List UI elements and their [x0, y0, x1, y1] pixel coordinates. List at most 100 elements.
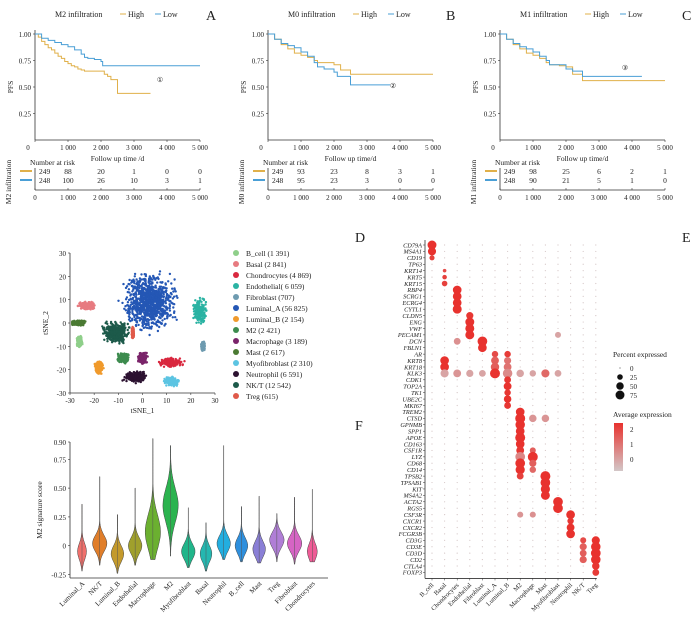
- tsne-point: [159, 309, 162, 312]
- y-tick-label: 0: [63, 320, 67, 328]
- risk-x-tick-label: 4 000: [159, 194, 175, 202]
- dot-background: [481, 533, 483, 535]
- tsne-point: [119, 360, 122, 363]
- dot-background: [507, 437, 509, 439]
- tsne-point: [156, 309, 159, 312]
- dot-background: [557, 565, 559, 567]
- dot-background: [595, 494, 597, 496]
- tsne-point: [119, 338, 122, 342]
- dot-background: [595, 315, 597, 317]
- tsne-point: [101, 325, 104, 328]
- tsne-point: [151, 292, 154, 295]
- dot-background: [431, 437, 433, 439]
- tsne-point: [128, 278, 131, 282]
- tsne-point: [168, 295, 171, 298]
- gene-label: ENG: [408, 319, 422, 326]
- tsne-point: [150, 302, 154, 305]
- dot-background: [582, 469, 584, 471]
- dot-background: [469, 514, 471, 516]
- dot-background: [507, 282, 509, 285]
- tsne-point: [102, 367, 105, 370]
- tsne-point: [164, 311, 167, 315]
- dot-background: [431, 552, 433, 554]
- dot-background: [544, 539, 547, 541]
- tsne-point: [198, 315, 202, 318]
- dot-background: [532, 533, 534, 535]
- dot-background: [582, 475, 584, 477]
- dot-background: [582, 263, 584, 265]
- dot-background: [582, 315, 584, 317]
- color-legend-tick: 1: [630, 441, 634, 449]
- dot-background: [444, 308, 446, 310]
- dot-background: [507, 321, 509, 323]
- tsne-point: [151, 317, 154, 321]
- dot-background: [595, 443, 597, 445]
- legend-label: Luminal_A (56 825): [246, 304, 308, 313]
- tsne-point: [144, 300, 148, 304]
- tsne-point: [119, 325, 122, 328]
- tsne-point: [145, 320, 148, 323]
- tsne-point: [170, 379, 173, 383]
- dot-rbp4-chondrocytes: [452, 285, 462, 295]
- dot-background: [469, 558, 471, 561]
- dot-klk3-endothelial: [466, 369, 474, 377]
- tsne-point: [129, 376, 133, 380]
- dot-background: [582, 533, 584, 535]
- tsne-point: [147, 318, 151, 322]
- dot-csf3r-macrophage: [529, 511, 536, 518]
- dot-background: [532, 424, 534, 426]
- dot-background: [532, 571, 534, 574]
- tsne-point: [138, 354, 141, 357]
- tsne-point: [158, 321, 162, 324]
- dot-background: [544, 507, 547, 509]
- dot-background: [557, 430, 559, 432]
- dot-background: [507, 520, 509, 522]
- tsne-point: [121, 337, 125, 340]
- dot-background: [544, 533, 547, 535]
- tsne-point: [160, 288, 163, 292]
- dot-klk3-chondrocytes: [453, 369, 462, 378]
- gene-label: CD3E: [406, 544, 422, 551]
- dot-background: [431, 404, 433, 407]
- tsne-point: [79, 342, 82, 346]
- x-tick-label: 5 000: [657, 144, 673, 152]
- y-tick-label: 0.75: [484, 58, 497, 66]
- dot-background: [494, 558, 496, 561]
- dot-background: [481, 449, 483, 452]
- dot-background: [532, 257, 534, 259]
- tsne-point: [127, 353, 130, 356]
- dot-background: [507, 347, 509, 349]
- tsne-point: [166, 293, 169, 296]
- dot-background: [582, 443, 584, 445]
- dot-background: [481, 404, 483, 407]
- dot-background: [481, 424, 483, 426]
- tsne-point: [127, 331, 130, 334]
- dot-background: [570, 302, 572, 304]
- risk-table-title: Number at risk: [263, 158, 308, 167]
- dot-background: [469, 250, 471, 253]
- dot-tk1-luminal-b: [504, 389, 511, 396]
- dot-background: [456, 411, 458, 413]
- dot-background: [544, 404, 547, 407]
- dot-background: [469, 481, 471, 484]
- cluster-mast: [71, 319, 87, 327]
- dot-background: [469, 404, 471, 407]
- tsne-point: [144, 354, 148, 357]
- legend-label: Endothelial( 6 059): [246, 282, 305, 291]
- tsne-point: [84, 300, 87, 303]
- tsne-point: [129, 378, 132, 382]
- risk-count: 21: [562, 176, 570, 185]
- dot-background: [582, 385, 584, 387]
- dot-klk3-basal: [440, 369, 449, 378]
- tsne-point: [168, 272, 172, 276]
- dot-background: [431, 263, 433, 265]
- dot-klk3-macrophage: [529, 370, 537, 377]
- dot-background: [456, 571, 458, 574]
- dot-background: [431, 533, 433, 535]
- tsne-point: [171, 316, 174, 319]
- dot-background: [481, 302, 483, 304]
- tsne-point: [106, 322, 109, 326]
- dot-background: [507, 289, 509, 291]
- tsne-point: [202, 348, 205, 351]
- dot-background: [494, 526, 496, 529]
